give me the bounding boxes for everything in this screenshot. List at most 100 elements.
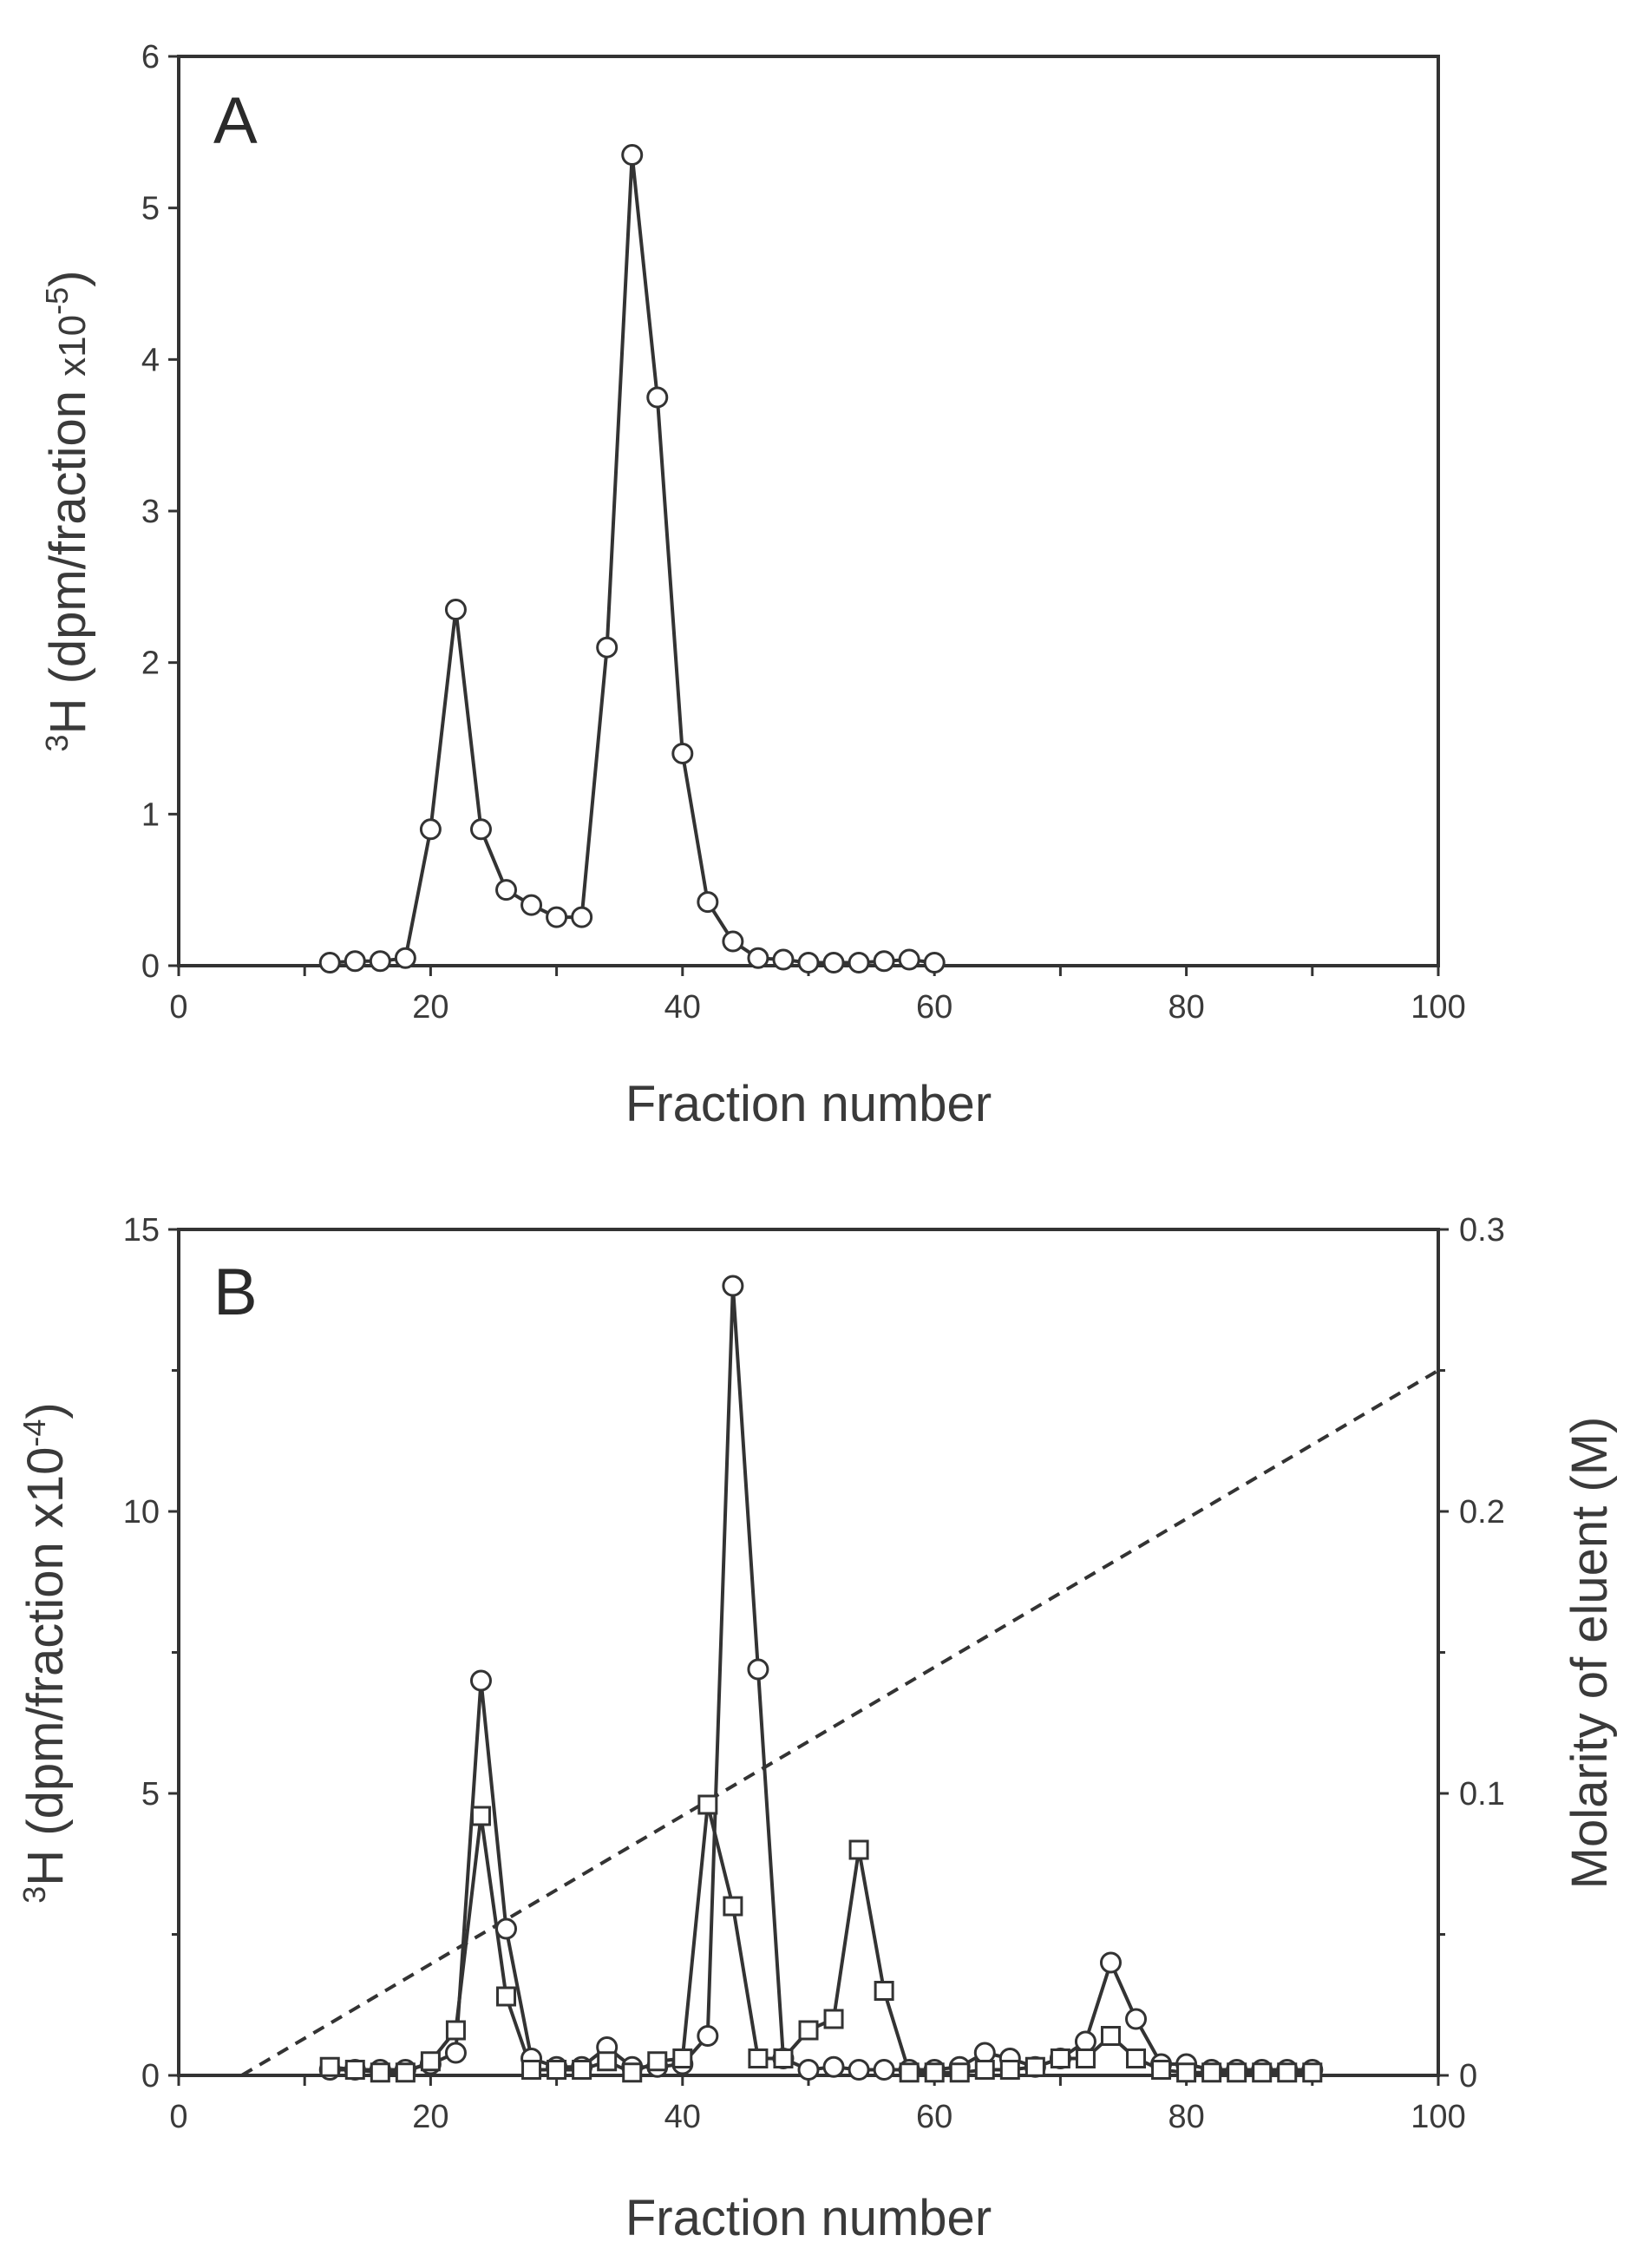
x-tick-label-a-40: 40	[664, 989, 701, 1026]
y-tick-label-b-5: 5	[141, 1776, 160, 1812]
data-point-b-1-32	[572, 2060, 592, 2080]
y-axis-title-b: 3H (dpm/fraction x10-4)	[16, 1402, 75, 1903]
data-point-b-1-76	[1126, 2048, 1147, 2068]
x-tick-label-b-20: 20	[412, 2099, 448, 2135]
data-point-b-1-30	[547, 2060, 567, 2080]
data-point-a-0-52	[822, 952, 845, 974]
series-line-a-0	[330, 153, 935, 965]
data-point-a-0-40	[671, 742, 694, 764]
data-point-b-1-22	[445, 2020, 466, 2041]
data-point-a-0-16	[369, 950, 391, 973]
x-axis-title-a: Fraction number	[625, 1076, 992, 1132]
data-point-a-0-38	[646, 386, 669, 409]
data-point-b-1-78	[1151, 2060, 1172, 2080]
x-tick-label-a-20: 20	[412, 989, 448, 1026]
data-point-a-0-20	[419, 818, 442, 841]
y-axis-title-a-mass: 3	[39, 734, 75, 751]
data-point-a-0-32	[571, 906, 593, 928]
data-point-a-0-60	[923, 952, 946, 974]
y-axis-title-b-mass: 3	[16, 1886, 52, 1904]
x-tick-label-a-100: 100	[1411, 989, 1465, 1026]
data-point-b-1-48	[773, 2048, 794, 2068]
data-point-a-0-12	[318, 952, 341, 974]
y2-axis-title-b: Molarity of eluent (M)	[1561, 1417, 1618, 1890]
data-point-b-0-22	[444, 2042, 467, 2064]
y2-tick-label-0: 0	[1459, 2058, 1477, 2094]
data-point-b-1-12	[319, 2056, 340, 2077]
panel-label-a: A	[213, 84, 258, 158]
y-tick-label-a-2: 2	[141, 646, 160, 682]
data-point-b-1-64	[974, 2060, 995, 2080]
x-tick-label-a-80: 80	[1168, 989, 1204, 1026]
data-point-b-1-46	[748, 2048, 769, 2068]
data-point-b-1-86	[1252, 2062, 1273, 2083]
y-axis-title-a-exponent: -5	[39, 287, 75, 315]
data-point-b-1-80	[1176, 2062, 1197, 2083]
x-axis-title-b: Fraction number	[625, 2190, 992, 2246]
x-tick-label-b-40: 40	[664, 2099, 701, 2135]
y-tick-label-b-15: 15	[123, 1212, 160, 1249]
plot-frame-a	[177, 55, 1440, 967]
data-point-b-1-88	[1277, 2062, 1298, 2083]
y-tick-label-b-0: 0	[141, 2058, 160, 2094]
data-point-a-0-24	[469, 818, 492, 841]
y-tick-label-b-10: 10	[123, 1494, 160, 1531]
data-point-b-0-72	[1074, 2030, 1096, 2053]
x-tick-label-a-0: 0	[169, 989, 187, 1026]
data-point-b-0-76	[1125, 2008, 1148, 2030]
data-point-b-0-44	[722, 1275, 744, 1297]
data-point-b-1-84	[1227, 2062, 1247, 2083]
data-point-a-0-14	[344, 950, 366, 973]
data-point-b-1-14	[344, 2060, 365, 2080]
data-point-a-0-18	[394, 947, 416, 969]
chart-panel-a: A Fraction number 3H (dpm/fraction x10-5…	[39, 39, 1466, 1132]
data-point-b-0-54	[848, 2059, 870, 2081]
series-layer-a	[318, 144, 946, 974]
y-axis-title-a: 3H (dpm/fraction x10-5)	[39, 271, 97, 752]
y-axis-title-a-text: H (dpm/fraction	[40, 377, 96, 735]
data-point-a-0-28	[520, 894, 543, 916]
y-tick-label-a-4: 4	[141, 342, 160, 378]
series-line-b-2	[240, 1368, 1440, 2077]
y2-tick-label-0.3: 0.3	[1459, 1212, 1505, 1249]
y-axis-title-b-close: )	[17, 1402, 74, 1419]
data-point-a-0-46	[747, 947, 769, 969]
data-point-b-1-38	[647, 2051, 668, 2072]
series-line-b-0	[330, 1284, 1312, 2072]
data-point-a-0-34	[596, 636, 619, 659]
y-axis-title-b-exponent: -4	[16, 1419, 52, 1447]
data-point-b-0-56	[873, 2059, 895, 2081]
y-tick-label-a-0: 0	[141, 948, 160, 985]
data-point-a-0-30	[546, 906, 568, 928]
data-point-b-1-50	[798, 2020, 819, 2041]
data-point-b-1-18	[395, 2062, 416, 2083]
x-tick-label-b-60: 60	[916, 2099, 952, 2135]
y-tick-label-a-1: 1	[141, 796, 160, 833]
data-point-b-1-40	[672, 2048, 693, 2068]
data-point-a-0-54	[848, 952, 870, 974]
data-point-b-1-28	[521, 2060, 542, 2080]
y2-tick-label-0.1: 0.1	[1459, 1776, 1505, 1812]
panel-label-b: B	[213, 1255, 258, 1329]
data-point-a-0-58	[898, 948, 920, 971]
y-tick-label-a-6: 6	[141, 39, 160, 75]
data-point-b-0-64	[973, 2042, 996, 2064]
data-point-a-0-44	[722, 930, 744, 953]
data-point-b-0-50	[797, 2059, 820, 2081]
data-point-b-1-44	[723, 1896, 743, 1917]
data-point-b-1-36	[622, 2062, 643, 2083]
x-tick-label-b-0: 0	[169, 2099, 187, 2135]
data-point-a-0-22	[444, 599, 467, 621]
x-tick-label-b-80: 80	[1168, 2099, 1204, 2135]
data-point-b-1-68	[1024, 2056, 1045, 2077]
axis-ticks-a: 0 20 40 60 80 100 0 1 2 3 4 5 6	[141, 39, 1466, 1026]
data-point-a-0-48	[772, 948, 795, 971]
series-layer-b	[240, 1275, 1440, 2083]
data-point-b-0-24	[469, 1669, 492, 1692]
y-axis-title-b-multiplier: x10	[17, 1447, 74, 1529]
data-point-b-1-60	[924, 2062, 945, 2083]
data-point-b-1-42	[697, 1794, 718, 1815]
data-point-b-1-52	[823, 2009, 844, 2029]
data-point-b-1-90	[1302, 2062, 1323, 2083]
